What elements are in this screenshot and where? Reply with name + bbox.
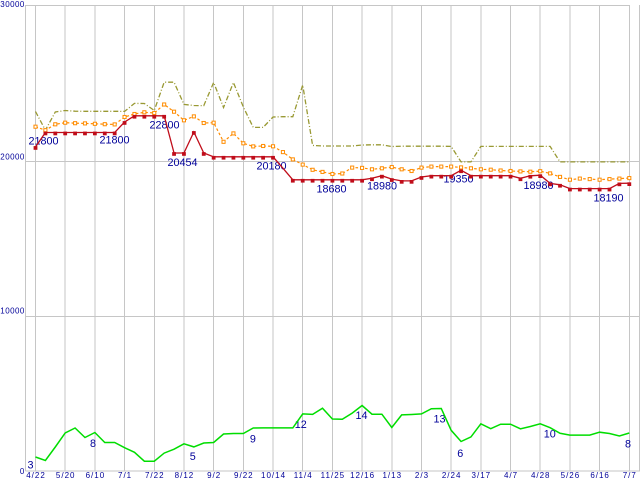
svg-text:6/10: 6/10 [86,471,106,480]
svg-text:18680: 18680 [317,183,347,195]
svg-text:2/24: 2/24 [442,471,462,480]
svg-text:6: 6 [457,448,463,460]
svg-text:22800: 22800 [150,119,180,131]
svg-text:8/12: 8/12 [175,471,195,480]
svg-text:21800: 21800 [100,134,130,146]
svg-text:12: 12 [295,419,307,431]
svg-text:14: 14 [356,410,368,422]
svg-text:0: 0 [20,467,25,476]
svg-text:7/22: 7/22 [145,471,165,480]
svg-text:12/16: 12/16 [350,471,375,480]
svg-text:20000: 20000 [0,152,25,161]
svg-text:11/4: 11/4 [294,471,313,480]
svg-text:7/1: 7/1 [118,471,132,480]
svg-text:18980: 18980 [367,180,397,192]
svg-text:18980: 18980 [524,180,554,192]
svg-text:5/26: 5/26 [561,471,581,480]
svg-text:10: 10 [544,428,556,440]
svg-text:1/13: 1/13 [382,471,402,480]
svg-text:20454: 20454 [168,157,198,169]
svg-text:8: 8 [625,438,631,450]
svg-text:5: 5 [190,451,196,463]
svg-text:10/14: 10/14 [261,471,286,480]
svg-text:11/25: 11/25 [321,471,345,480]
svg-text:3/17: 3/17 [472,471,492,480]
svg-text:10000: 10000 [0,307,25,316]
svg-text:21800: 21800 [29,136,59,148]
svg-text:30000: 30000 [0,0,25,9]
svg-text:6/16: 6/16 [590,471,610,480]
svg-text:7/7: 7/7 [623,471,637,480]
svg-text:9/2: 9/2 [207,471,221,480]
svg-text:3: 3 [28,459,34,471]
svg-text:5/20: 5/20 [56,471,76,480]
svg-text:18190: 18190 [594,192,624,204]
svg-text:13: 13 [434,414,446,426]
svg-text:4/7: 4/7 [504,471,518,480]
svg-text:4/28: 4/28 [531,471,551,480]
svg-text:4/22: 4/22 [26,471,46,480]
svg-text:8: 8 [90,438,96,450]
svg-text:9: 9 [250,434,256,446]
svg-text:9/22: 9/22 [234,471,254,480]
svg-text:2/3: 2/3 [415,471,429,480]
